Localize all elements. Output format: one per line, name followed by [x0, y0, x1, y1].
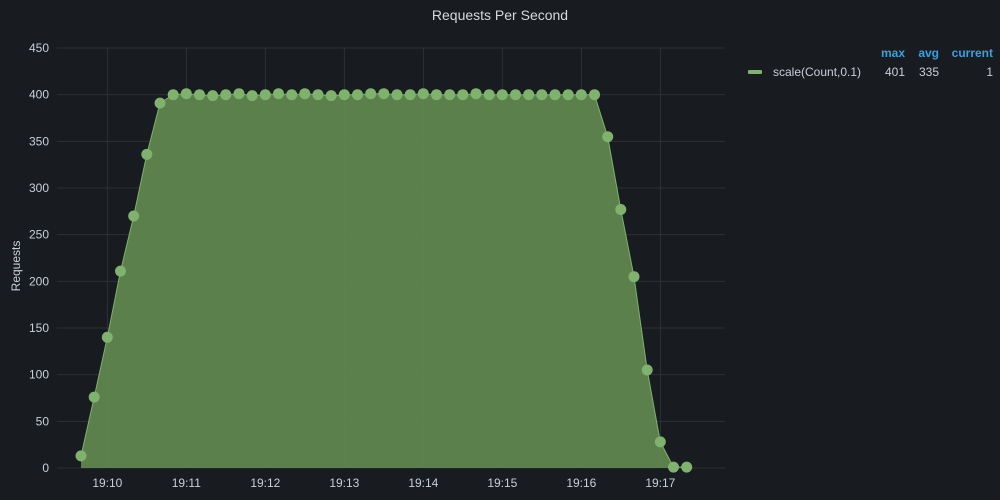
legend-header-max[interactable]: max: [881, 46, 906, 60]
data-point: [259, 89, 271, 101]
data-point: [575, 89, 587, 101]
x-tick-label: 19:10: [92, 476, 122, 490]
x-tick-label: 19:17: [645, 476, 675, 490]
data-point: [536, 89, 548, 101]
y-tick-label: 50: [36, 414, 50, 428]
y-tick-label: 350: [29, 134, 49, 148]
data-point: [299, 88, 311, 100]
legend-avg-value: 335: [918, 65, 939, 79]
x-tick-label: 19:13: [329, 476, 359, 490]
y-tick-label: 200: [29, 274, 49, 288]
data-point: [273, 88, 284, 100]
data-point: [404, 89, 416, 101]
panel-title[interactable]: Requests Per Second: [431, 7, 569, 23]
data-point: [312, 89, 324, 101]
data-point: [431, 89, 442, 101]
data-point: [615, 204, 627, 215]
data-point: [378, 88, 390, 100]
x-axis-ticks: 19:10 19:11 19:12 19:13 19:14 19:15 19:16 19:17: [92, 476, 675, 490]
data-point: [457, 89, 469, 101]
data-point: [391, 89, 403, 101]
data-point: [246, 90, 258, 102]
data-point: [154, 97, 166, 109]
data-point: [496, 89, 508, 101]
legend: max avg current scale(Count,0.1) 401 335…: [748, 46, 993, 79]
data-point: [417, 88, 429, 100]
x-tick-label: 19:15: [487, 476, 517, 490]
y-tick-label: 300: [29, 181, 49, 195]
data-point: [510, 89, 521, 101]
y-tick-label: 0: [42, 461, 49, 475]
data-point: [654, 436, 666, 448]
data-point: [338, 89, 350, 101]
y-tick-label: 100: [29, 368, 49, 382]
data-point: [141, 148, 153, 160]
y-tick-label: 150: [29, 321, 49, 335]
x-tick-label: 19:14: [408, 476, 438, 490]
data-point: [562, 89, 574, 101]
data-point: [589, 89, 600, 101]
data-point: [628, 271, 640, 283]
data-point: [641, 364, 653, 376]
data-point: [365, 88, 377, 100]
data-point: [101, 331, 113, 343]
legend-header-avg[interactable]: avg: [918, 46, 939, 60]
data-point: [128, 210, 140, 222]
data-point: [325, 90, 337, 102]
data-point: [180, 88, 192, 100]
data-point: [549, 89, 561, 101]
y-axis-title: Requests: [9, 241, 23, 292]
legend-swatch: [748, 70, 762, 74]
data-point: [602, 131, 614, 143]
data-point: [207, 90, 219, 102]
data-point: [233, 88, 245, 100]
data-point: [523, 89, 535, 101]
data-point: [483, 89, 495, 101]
y-tick-label: 400: [29, 88, 49, 102]
legend-item[interactable]: scale(Count,0.1) 401 335 1: [748, 65, 993, 79]
data-point: [352, 89, 363, 101]
data-point: [220, 89, 232, 101]
data-point: [444, 89, 456, 101]
data-point: [194, 89, 205, 101]
legend-header-current[interactable]: current: [951, 46, 993, 60]
series-area-fill: [81, 93, 687, 468]
data-point: [681, 461, 693, 473]
data-point: [88, 391, 100, 403]
x-tick-label: 19:16: [566, 476, 596, 490]
x-tick-label: 19:11: [172, 476, 201, 490]
legend-header: max avg current: [748, 46, 993, 60]
data-point: [286, 89, 298, 101]
data-point: [167, 89, 179, 101]
legend-current-value: 1: [986, 65, 993, 79]
series-points: [75, 88, 693, 473]
data-point: [470, 88, 482, 100]
data-point: [115, 265, 126, 277]
data-point: [75, 450, 87, 462]
x-tick-label: 19:12: [250, 476, 280, 490]
y-tick-label: 450: [29, 41, 49, 55]
legend-max-value: 401: [884, 65, 905, 79]
y-tick-label: 250: [29, 228, 49, 242]
y-axis-ticks: 0 50 100 150 200 250 300 350 400 450: [29, 41, 49, 475]
legend-series-name[interactable]: scale(Count,0.1): [773, 65, 862, 79]
data-point: [668, 461, 679, 473]
